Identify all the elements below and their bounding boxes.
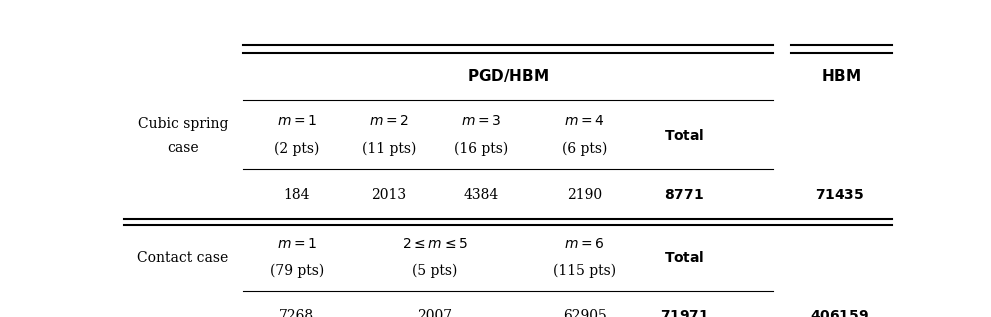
Text: $\mathbf{71435}$: $\mathbf{71435}$ xyxy=(815,189,864,203)
Text: case: case xyxy=(167,141,199,156)
Text: $m = 2$: $m = 2$ xyxy=(369,114,409,128)
Text: (11 pts): (11 pts) xyxy=(362,142,416,156)
Text: $m = 3$: $m = 3$ xyxy=(461,114,501,128)
Text: 2007: 2007 xyxy=(417,309,453,317)
Text: $\mathbf{PGD/HBM}$: $\mathbf{PGD/HBM}$ xyxy=(467,68,549,84)
Text: 4384: 4384 xyxy=(464,189,498,203)
Text: $\mathbf{HBM}$: $\mathbf{HBM}$ xyxy=(822,68,861,84)
Text: 2190: 2190 xyxy=(567,189,603,203)
Text: 184: 184 xyxy=(283,189,310,203)
Text: (79 pts): (79 pts) xyxy=(270,264,324,278)
Text: $m = 6$: $m = 6$ xyxy=(565,237,605,251)
Text: $\mathbf{71971}$: $\mathbf{71971}$ xyxy=(660,309,710,317)
Text: (16 pts): (16 pts) xyxy=(454,142,508,156)
Text: $2 \leq m \leq 5$: $2 \leq m \leq 5$ xyxy=(402,237,468,251)
Text: (6 pts): (6 pts) xyxy=(562,142,607,156)
Text: $m = 1$: $m = 1$ xyxy=(276,114,317,128)
Text: (115 pts): (115 pts) xyxy=(553,264,616,278)
Text: Cubic spring: Cubic spring xyxy=(138,117,228,131)
Text: 2013: 2013 xyxy=(372,189,406,203)
Text: Contact case: Contact case xyxy=(138,251,229,265)
Text: $\mathbf{Total}$: $\mathbf{Total}$ xyxy=(664,250,705,265)
Text: 7268: 7268 xyxy=(279,309,314,317)
Text: $m = 1$: $m = 1$ xyxy=(276,237,317,251)
Text: (5 pts): (5 pts) xyxy=(412,264,458,278)
Text: $m = 4$: $m = 4$ xyxy=(565,114,605,128)
Text: $\mathbf{8771}$: $\mathbf{8771}$ xyxy=(665,189,705,203)
Text: 62905: 62905 xyxy=(563,309,606,317)
Text: $\mathbf{406159}$: $\mathbf{406159}$ xyxy=(811,309,869,317)
Text: $\mathbf{Total}$: $\mathbf{Total}$ xyxy=(664,127,705,143)
Text: (2 pts): (2 pts) xyxy=(274,142,319,156)
